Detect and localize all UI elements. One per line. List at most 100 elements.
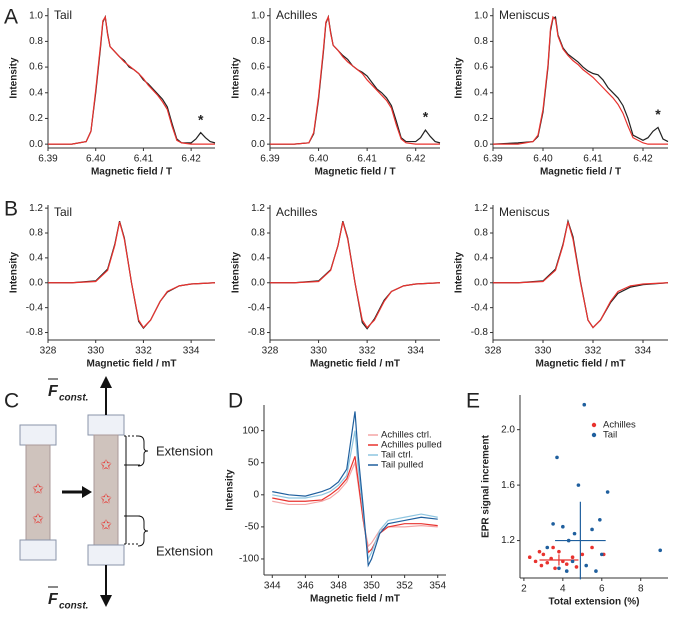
y-tick-label: 0.2 (29, 113, 43, 124)
series-line (272, 411, 438, 568)
y-tick-label: 0.6 (474, 62, 488, 73)
annotation: * (198, 111, 204, 127)
scatter-point (551, 522, 555, 526)
bracket (137, 515, 149, 547)
scatter-point (527, 555, 532, 560)
y-tick-label: -0.4 (471, 302, 489, 313)
scatter-point (605, 490, 610, 494)
scatter-point (570, 559, 575, 564)
arrow-head (100, 376, 112, 388)
y-tick-label: 0.4 (29, 87, 43, 98)
x-tick-label: 6.40 (86, 154, 106, 165)
y-axis-label: Intensity (9, 252, 20, 294)
y-tick-label: -50 (245, 522, 260, 533)
marker-icon: ✩ (100, 517, 112, 533)
x-tick-label: 6.40 (309, 154, 329, 165)
scatter-point (572, 531, 577, 536)
legend-label: Achilles ctrl. (381, 430, 432, 441)
x-tick-label: 8 (638, 584, 644, 595)
y-tick-label: 1.0 (251, 10, 265, 21)
series-line (272, 430, 438, 561)
force-subscript: const. (59, 601, 88, 612)
scatter-point (590, 545, 594, 550)
scatter-point (539, 563, 544, 568)
extension-label: Extension (156, 443, 213, 458)
y-tick-label: 0.0 (474, 139, 488, 150)
series-line (48, 221, 216, 329)
x-tick-label: 332 (359, 346, 376, 357)
tendon-diagram: ✩ ✩ ✩ ✩ ✩ Extension Extension F const. F… (19, 376, 213, 612)
y-tick-label: 2.0 (501, 424, 515, 435)
x-tick-label: 328 (262, 346, 279, 357)
series-line (493, 218, 669, 329)
x-tick-label: 334 (635, 346, 652, 357)
y-tick-label: -0.8 (26, 327, 44, 338)
x-tick-label: 6.41 (134, 154, 154, 165)
x-tick-label: 348 (330, 581, 347, 592)
y-tick-label: -0.8 (471, 327, 489, 338)
clamp (19, 424, 57, 446)
y-tick-label: 1.0 (29, 10, 43, 21)
annotation: * (423, 109, 429, 125)
x-tick-label: 2 (521, 584, 527, 595)
y-tick-label: 0.0 (251, 139, 265, 150)
annotation: * (655, 106, 661, 122)
y-tick-label: 0.8 (29, 36, 43, 47)
series-line (493, 15, 668, 145)
scatter-point (564, 562, 569, 566)
x-axis-label: Magnetic field / mT (310, 594, 400, 605)
y-tick-label: 0.8 (474, 228, 488, 239)
marker-icon: ✩ (100, 491, 112, 507)
x-tick-label: 346 (297, 581, 314, 592)
y-tick-label: 0.0 (474, 277, 488, 288)
legend-label: Achilles pulled (381, 440, 442, 451)
scatter-point (584, 563, 589, 568)
y-tick-label: -0.4 (26, 302, 44, 313)
series-line (270, 221, 441, 329)
scatter-point (537, 549, 542, 554)
marker-icon: ✩ (32, 511, 44, 527)
scatter-point (658, 548, 663, 553)
clamp (87, 414, 125, 436)
bracket (137, 435, 149, 467)
series-line (270, 221, 441, 330)
x-tick-label: 6.42 (633, 154, 653, 165)
y-tick-label: 1.2 (501, 535, 515, 546)
y-tick-label: 1.2 (29, 203, 43, 214)
clamp (19, 539, 57, 561)
y-tick-label: 1.2 (251, 203, 265, 214)
y-tick-label: 0.8 (251, 36, 265, 47)
x-tick-label: 350 (363, 581, 380, 592)
scatter-point (557, 549, 561, 554)
y-tick-label: -100 (239, 554, 259, 565)
scatter-point (545, 560, 550, 565)
y-tick-label: 1.2 (474, 203, 488, 214)
scatter-point (545, 545, 550, 550)
force-subscript: const. (59, 393, 88, 404)
y-tick-label: 0.8 (29, 228, 43, 239)
y-tick-label: 0.0 (251, 277, 265, 288)
x-axis-label: Magnetic field / mT (310, 359, 400, 370)
legend-label: Tail ctrl. (381, 450, 413, 461)
y-axis-label: Intensity (231, 252, 242, 294)
scatter-point (580, 552, 585, 557)
arrow-head (82, 486, 92, 498)
series-line (48, 15, 215, 145)
x-tick-label: 332 (585, 346, 602, 357)
x-tick-label: 6.39 (38, 154, 58, 165)
x-tick-label: 334 (183, 346, 200, 357)
x-tick-label: 6.39 (260, 154, 280, 165)
y-axis-label: Intensity (225, 469, 236, 511)
x-tick-label: 334 (407, 346, 424, 357)
scatter-point (576, 483, 581, 487)
scatter-point (594, 569, 598, 573)
y-axis-label: Intensity (454, 252, 465, 294)
y-tick-label: 0.6 (29, 62, 43, 73)
x-tick-label: 6.42 (406, 154, 426, 165)
y-tick-label: -0.4 (248, 302, 266, 313)
x-axis-label: Total extension (%) (549, 597, 640, 608)
arrow-head (100, 595, 112, 607)
x-axis-label: Magnetic field / mT (535, 359, 625, 370)
clamp (87, 544, 125, 566)
x-tick-label: 332 (135, 346, 152, 357)
